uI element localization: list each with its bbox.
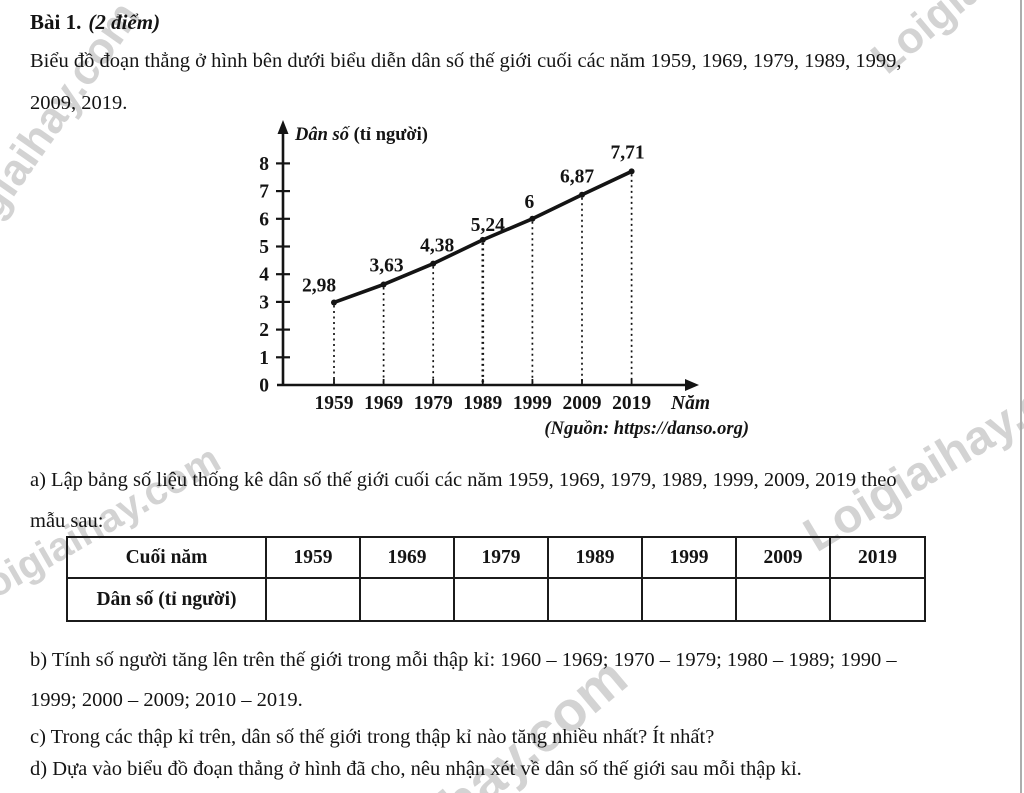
- table-empty-cell: [453, 577, 549, 622]
- text-line: d) Dựa vào biểu đồ đoạn thẳng ở hình đã …: [30, 758, 802, 780]
- x-tick-label: 1959: [315, 393, 354, 414]
- table-year-cell: 1999: [641, 536, 737, 579]
- table-year-cell: 1979: [453, 536, 549, 579]
- x-axis-title: Năm: [670, 393, 710, 414]
- text-line: 1999; 2000 – 2009; 2010 – 2019.: [30, 689, 303, 711]
- table-year-cell: 1959: [265, 536, 361, 579]
- intro-paragraph: Biểu đồ đoạn thẳng ở hình bên dưới biểu …: [30, 40, 901, 124]
- data-point-label: 6: [525, 192, 535, 213]
- y-tick-label: 7: [259, 182, 269, 203]
- statistics-table: Cuối năm 1959 1969 1979 1989 1999 2009 2019 Dân …: [66, 536, 926, 622]
- part-d-paragraph: d) Dựa vào biểu đồ đoạn thẳng ở hình đã …: [30, 754, 802, 784]
- table-row: Cuối năm 1959 1969 1979 1989 1999 2009 2019: [66, 536, 926, 579]
- text-line: b) Tính số người tăng lên trên thế giới …: [30, 649, 897, 671]
- x-tick-label: 1999: [513, 393, 552, 414]
- data-point: [331, 299, 337, 306]
- table-row: Dân số (tỉ người): [66, 577, 926, 622]
- y-tick-label: 3: [259, 292, 269, 313]
- y-tick-label: 5: [259, 237, 269, 258]
- x-tick-label: 1969: [364, 393, 403, 414]
- data-point-label: 6,87: [560, 167, 594, 188]
- table-row-header-cell: Dân số (tỉ người): [66, 577, 267, 622]
- part-c-paragraph: c) Trong các thập kỉ trên, dân số thế gi…: [30, 722, 714, 752]
- table: Cuối năm 1959 1969 1979 1989 1999 2009 2019 Dân …: [66, 536, 926, 622]
- data-point: [628, 168, 635, 175]
- y-tick-label: 1: [259, 348, 269, 369]
- x-tick-label: 2009: [563, 393, 602, 414]
- chart-source-note: (Nguồn: https://danso.org): [544, 419, 749, 439]
- table-year-cell: 2019: [829, 536, 926, 579]
- text-line: 2009, 2019.: [30, 92, 128, 114]
- table-empty-cell: [829, 577, 926, 622]
- exercise-number: Bài 1.: [30, 10, 82, 34]
- text-line: Biểu đồ đoạn thẳng ở hình bên dưới biểu …: [30, 50, 902, 72]
- table-empty-cell: [265, 577, 361, 622]
- data-point: [479, 236, 486, 243]
- table-year-cell: 2009: [735, 536, 831, 579]
- x-tick-label: 1979: [414, 393, 453, 414]
- table-empty-cell: [735, 577, 831, 622]
- table-row-header-cell: Cuối năm: [66, 536, 267, 579]
- y-tick-label: 0: [259, 376, 269, 397]
- data-point: [430, 260, 437, 267]
- exercise-points: (2 điểm): [88, 10, 161, 34]
- part-a-paragraph: a) Lập bảng số liệu thống kê dân số thế …: [30, 460, 897, 542]
- population-line-chart: 0 1 2 3 4 5 6 7 8 2,98 3,63 4,38 5,24 6 6,87 7,71 1959 19…: [243, 116, 763, 452]
- table-year-cell: 1969: [359, 536, 455, 579]
- text-line: c) Trong các thập kỉ trên, dân số thế gi…: [30, 726, 715, 748]
- y-axis-arrow: [277, 120, 289, 134]
- table-year-cell: 1989: [547, 536, 643, 579]
- y-tick-label: 4: [259, 265, 269, 286]
- x-tick-label: 1989: [463, 393, 502, 414]
- data-point-label: 2,98: [302, 275, 336, 296]
- exercise-title: Bài 1. (2 điểm): [30, 8, 160, 36]
- text-line: mẫu sau:: [30, 510, 104, 532]
- data-point-label: 3,63: [370, 255, 404, 276]
- table-empty-cell: [641, 577, 737, 622]
- y-tick-label: 8: [259, 154, 269, 175]
- data-point-label: 4,38: [420, 236, 454, 257]
- page-edge-divider: [1020, 0, 1022, 793]
- y-tick-label: 2: [259, 320, 269, 341]
- data-point-label: 5,24: [471, 215, 505, 236]
- data-point: [579, 191, 585, 198]
- data-point: [380, 281, 387, 288]
- table-empty-cell: [359, 577, 455, 622]
- part-b-paragraph: b) Tính số người tăng lên trên thế giới …: [30, 640, 897, 720]
- data-point-label: 7,71: [611, 142, 645, 163]
- y-tick-label: 6: [259, 209, 269, 230]
- text-line: a) Lập bảng số liệu thống kê dân số thế …: [30, 469, 897, 491]
- x-tick-label: 2019: [612, 393, 651, 414]
- chart-canvas: 0 1 2 3 4 5 6 7 8 2,98 3,63 4,38 5,24 6 6,87 7,71 1959 19…: [259, 120, 749, 439]
- data-point: [529, 215, 536, 222]
- x-axis-arrow: [685, 379, 699, 391]
- y-axis-title: Dân số (tỉ người): [294, 125, 428, 145]
- table-empty-cell: [547, 577, 643, 622]
